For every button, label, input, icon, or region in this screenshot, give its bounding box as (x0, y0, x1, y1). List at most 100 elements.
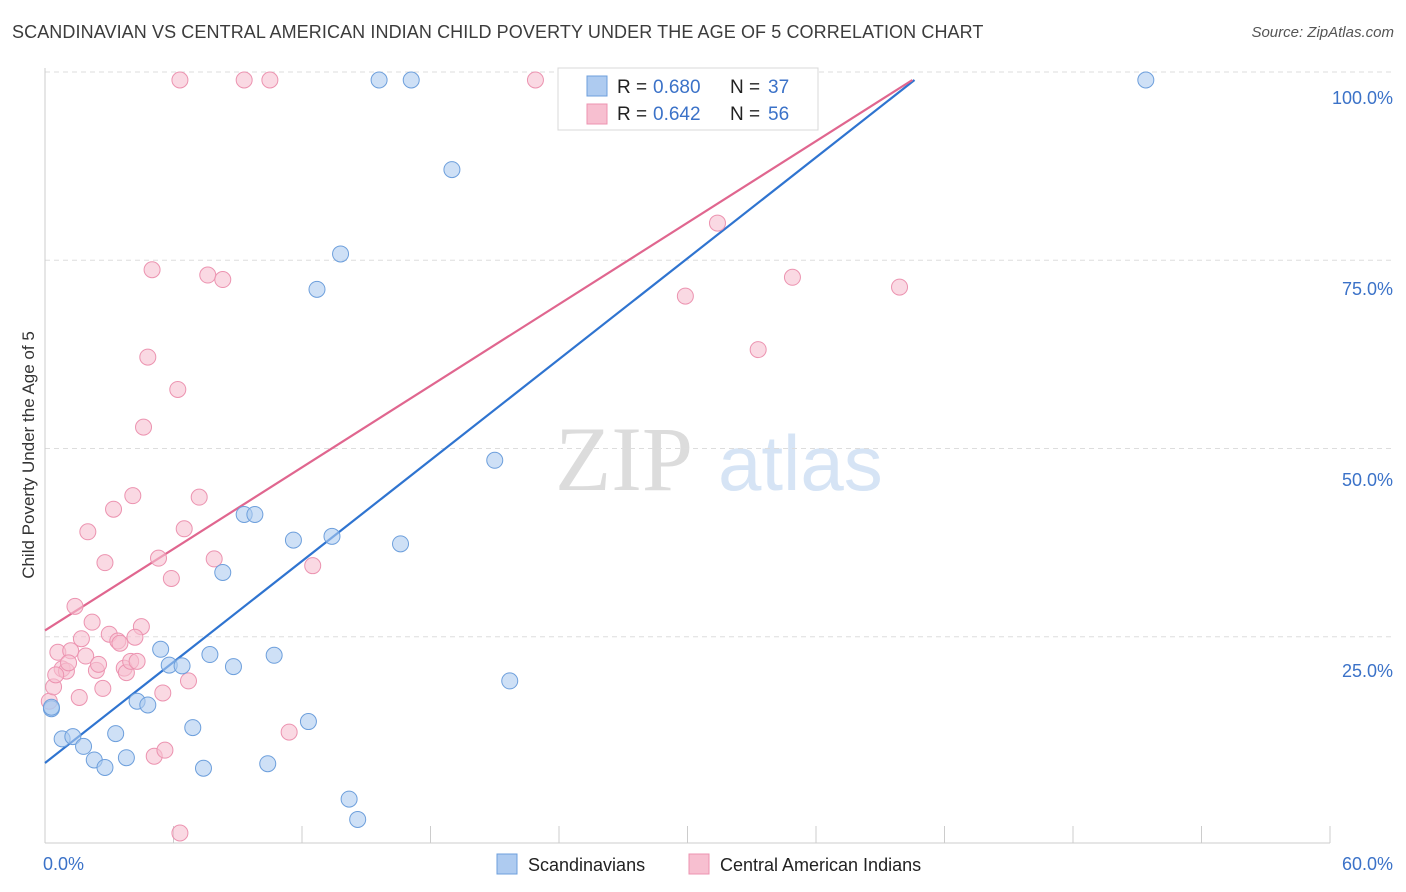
scandinavian-point (332, 245, 350, 263)
stats-n-label: N = (730, 104, 765, 125)
central-american-indian-point (205, 550, 223, 568)
central-american-indian-point (94, 679, 112, 697)
scandinavian-point (284, 531, 302, 549)
scandinavian-point (443, 161, 461, 179)
central-american-indian-point (526, 71, 544, 89)
central-american-indian-point (175, 520, 193, 538)
central-american-indian-point (79, 523, 97, 541)
scandinavian-point (173, 657, 191, 675)
y-tick-label: 75.0% (1342, 279, 1393, 299)
watermark-atlas: atlas (718, 419, 883, 507)
stats-legend-swatch-blue (586, 75, 608, 97)
scandinavian-point (201, 646, 219, 664)
stats-r-label: R = (617, 104, 652, 125)
y-axis-title: Child Poverty Under the Age of 5 (19, 331, 38, 579)
trend-line (44, 79, 916, 764)
central-american-indian-point (261, 71, 279, 89)
central-american-indian-point (111, 634, 129, 652)
central-american-indian-point (304, 557, 322, 575)
trend-line (44, 79, 913, 632)
central-american-indian-point (66, 597, 84, 615)
central-american-indian-point (77, 647, 95, 665)
central-american-indian-point (154, 684, 172, 702)
central-american-indian-point (105, 500, 123, 518)
scandinavian-point (486, 451, 504, 469)
chart-title: SCANDINAVIAN VS CENTRAL AMERICAN INDIAN … (12, 22, 984, 42)
legend-swatch-central-american-indians (688, 853, 710, 875)
central-american-indian-point (280, 723, 298, 741)
scandinavian-point (64, 728, 82, 746)
stats-r-value: 0.680 (653, 77, 701, 98)
scandinavian-point (246, 505, 264, 523)
central-american-indian-point (190, 488, 208, 506)
scandinavian-point (402, 71, 420, 89)
central-american-indian-point (135, 418, 153, 436)
scandinavian-point (340, 790, 358, 808)
trend-lines (44, 79, 916, 764)
central-american-indian-point (139, 348, 157, 366)
x-tick-label-min: 0.0% (43, 854, 84, 874)
central-american-indian-point (676, 287, 694, 305)
central-american-indian-point (47, 666, 65, 684)
scandinavian-point (323, 527, 341, 545)
central-american-indian-point (72, 630, 90, 648)
stats-r-value: 0.642 (653, 104, 701, 125)
central-american-indian-point (749, 341, 767, 359)
central-american-indian-point (171, 71, 189, 89)
scandinavian-point (308, 280, 326, 298)
central-american-indian-point (124, 487, 142, 505)
central-american-indian-point (128, 652, 146, 670)
stats-r-label: R = (617, 77, 652, 98)
central-american-indian-point (179, 672, 197, 690)
scandinavian-point (214, 563, 232, 581)
central-american-indian-point (162, 569, 180, 587)
central-american-indian-point (199, 266, 217, 284)
stats-n-label: N = (730, 77, 765, 98)
scandinavian-point (370, 71, 388, 89)
stats-n-value: 37 (768, 77, 789, 98)
scandinavian-point (1137, 71, 1155, 89)
central-american-indian-point (708, 214, 726, 232)
y-tick-label: 50.0% (1342, 470, 1393, 490)
central-american-indian-point (169, 380, 187, 398)
stats-legend: R = 0.680 N = 37 R = 0.642 N = 56 (557, 67, 819, 131)
scandinavian-point (107, 725, 125, 743)
central-american-indian-point (150, 549, 168, 567)
scandinavian-point (96, 758, 114, 776)
central-american-indian-point (143, 261, 161, 279)
scandinavian-point (139, 696, 157, 714)
stats-legend-swatch-pink (586, 103, 608, 125)
central-american-indian-point (783, 268, 801, 286)
legend-item-central-american-indians[interactable]: Central American Indians (688, 853, 921, 875)
grid-lines (45, 71, 1395, 638)
legend-item-scandinavians[interactable]: Scandinavians (496, 853, 645, 875)
scandinavian-point (259, 755, 277, 773)
scandinavian-point (501, 672, 519, 690)
scandinavian-point (184, 719, 202, 737)
scandinavian-point (194, 759, 212, 777)
central-american-indian-point (214, 271, 232, 289)
scandinavian-point (265, 646, 283, 664)
legend-swatch-scandinavians (496, 853, 518, 875)
scandinavian-point (349, 810, 367, 828)
central-american-indian-point (891, 278, 909, 296)
legend-label-scandinavians: Scandinavians (528, 855, 645, 875)
central-american-indian-point (60, 654, 78, 672)
legend-label-central-american-indians: Central American Indians (720, 855, 921, 875)
scandinavian-point (75, 737, 93, 755)
central-american-indian-point (156, 741, 174, 759)
stats-n-value: 56 (768, 104, 789, 125)
scandinavian-point (299, 713, 317, 731)
central-american-indian-point (171, 824, 189, 842)
watermark-zip: ZIP (555, 408, 693, 510)
central-american-indian-point (96, 554, 114, 572)
data-points (40, 71, 1155, 842)
source-attribution: Source: ZipAtlas.com (1251, 24, 1394, 41)
y-tick-label: 100.0% (1332, 88, 1393, 108)
central-american-indian-point (126, 628, 144, 646)
scandinavian-point (42, 698, 60, 716)
scandinavian-point (224, 658, 242, 676)
central-american-indian-point (235, 71, 253, 89)
scandinavian-point (117, 749, 135, 767)
